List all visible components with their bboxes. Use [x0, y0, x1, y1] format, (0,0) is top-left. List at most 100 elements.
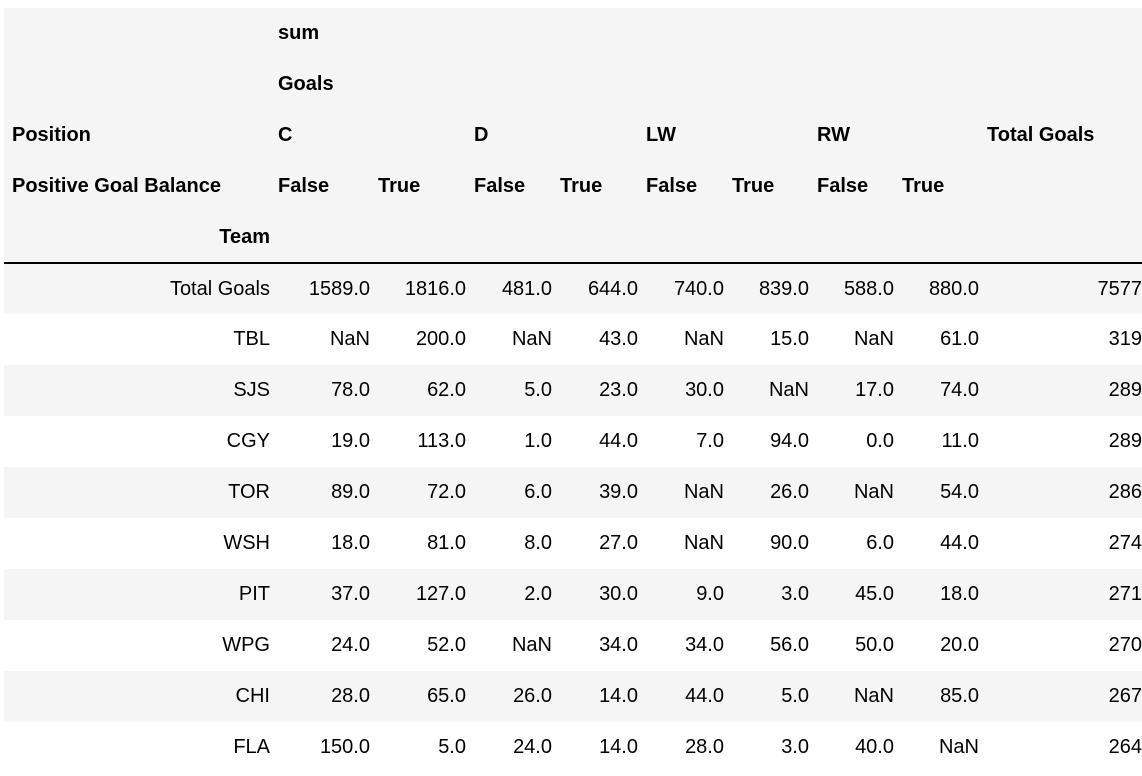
table-cell: 1589.0: [308, 277, 370, 300]
table-body: Total Goals 1589.0 1816.0 481.0 644.0 740.0 83…: [4, 263, 1142, 773]
table-cell-total: 319: [1108, 328, 1142, 350]
table-cell: NaN: [768, 379, 809, 401]
table-cell: 28.0: [685, 736, 724, 758]
table-cell: NaN: [683, 532, 724, 554]
table-cell: 6.0: [866, 532, 894, 554]
header-blank: [724, 212, 809, 264]
header-position-c: C: [278, 124, 293, 146]
header-blank: [979, 8, 1142, 59]
row-team-label: TOR: [228, 481, 270, 503]
table-cell: 17.0: [855, 379, 894, 401]
table-row: CHI 28.0 65.0 26.0 14.0 44.0 5.0 NaN 85.0 267: [4, 671, 1142, 722]
table-cell: 24.0: [513, 736, 552, 758]
table-cell: 6.0: [524, 481, 552, 503]
table-row: SJS 78.0 62.0 5.0 23.0 30.0 NaN 17.0 74.0 289: [4, 365, 1142, 416]
table-cell-total: 270: [1108, 634, 1142, 656]
header-blank: [894, 212, 979, 264]
table-cell: 54.0: [940, 481, 979, 503]
row-team-label: TBL: [233, 328, 270, 350]
header-balance-value: False: [278, 175, 330, 197]
table-cell: 11.0: [941, 430, 979, 452]
table-cell: 5.0: [438, 736, 466, 758]
table-cell: 65.0: [427, 685, 466, 707]
table-cell: 28.0: [331, 685, 370, 707]
header-blank: [552, 212, 638, 264]
header-row-level2: Goals: [4, 59, 1142, 110]
table-cell: 78.0: [331, 379, 370, 401]
table-cell: 90.0: [770, 532, 809, 554]
table-cell: NaN: [853, 481, 894, 503]
table-row: TBL NaN 200.0 NaN 43.0 NaN 15.0 NaN 61.0 319: [4, 314, 1142, 365]
table-cell: 23.0: [599, 379, 638, 401]
table-cell: 85.0: [940, 685, 979, 707]
table-cell: 3.0: [781, 736, 809, 758]
table-cell: 14.0: [599, 736, 638, 758]
table-cell: 5.0: [781, 685, 809, 707]
table-cell: 14.0: [599, 685, 638, 707]
table-cell-total: 289: [1108, 430, 1142, 452]
table-cell: NaN: [329, 328, 370, 350]
table-cell: 72.0: [427, 481, 466, 503]
header-balance-value: True: [902, 175, 945, 197]
table-cell: 8.0: [524, 532, 552, 554]
table-cell-total: 7577: [1097, 277, 1142, 300]
header-blank: [370, 212, 466, 264]
table-cell: 52.0: [427, 634, 466, 656]
table-row: TOR 89.0 72.0 6.0 39.0 NaN 26.0 NaN 54.0 286: [4, 467, 1142, 518]
table-cell: 19.0: [331, 430, 370, 452]
pivot-table: sum Goals Position C D LW RW Total Goals…: [4, 8, 1142, 773]
table-cell: 18.0: [331, 532, 370, 554]
header-position-lw: LW: [646, 124, 676, 146]
header-blank: [270, 212, 370, 264]
table-cell-total: 274: [1108, 532, 1142, 554]
table-cell: 150.0: [319, 736, 370, 758]
header-blank: [979, 59, 1142, 110]
header-position-rw: RW: [817, 124, 850, 146]
header-blank: [809, 212, 894, 264]
row-team-label: Total Goals: [169, 277, 270, 300]
table-cell: NaN: [683, 328, 724, 350]
table-cell: 481.0: [501, 277, 552, 300]
header-balance-value: False: [474, 175, 526, 197]
table-cell: 34.0: [599, 634, 638, 656]
header-row-team: Team: [4, 212, 1142, 264]
table-cell: 18.0: [940, 583, 979, 605]
table-cell: 50.0: [855, 634, 894, 656]
header-team-label: Team: [4, 212, 270, 264]
table-cell: 1816.0: [404, 277, 466, 300]
table-cell: 127.0: [415, 583, 466, 605]
table-cell: 45.0: [855, 583, 894, 605]
table-cell: 30.0: [685, 379, 724, 401]
header-balance-value: False: [817, 175, 869, 197]
row-team-label: PIT: [238, 583, 270, 605]
header-total-goals: Total Goals: [987, 124, 1095, 146]
row-team-label: CHI: [235, 685, 270, 707]
row-team-label: WPG: [222, 634, 270, 656]
table-cell-total: 271: [1108, 583, 1142, 605]
header-goals: Goals: [278, 73, 334, 95]
table-cell: 0.0: [866, 430, 894, 452]
table-cell: 30.0: [599, 583, 638, 605]
header-balance-value: False: [646, 175, 698, 197]
table-cell: NaN: [853, 685, 894, 707]
header-sum: sum: [278, 22, 320, 44]
table-cell: NaN: [511, 328, 552, 350]
header-blank: [979, 212, 1142, 264]
header-blank: [979, 161, 1142, 212]
header-position-d: D: [474, 124, 489, 146]
table-cell: 89.0: [331, 481, 370, 503]
table-header: sum Goals Position C D LW RW Total Goals…: [4, 8, 1142, 264]
table-cell: 24.0: [331, 634, 370, 656]
row-team-label: SJS: [233, 379, 270, 401]
table-cell: 113.0: [417, 430, 466, 452]
table-cell: 9.0: [696, 583, 724, 605]
table-cell: 44.0: [940, 532, 979, 554]
table-cell: 644.0: [587, 277, 638, 300]
table-cell: 588.0: [843, 277, 894, 300]
table-cell: 94.0: [770, 430, 809, 452]
table-row: WPG 24.0 52.0 NaN 34.0 34.0 56.0 50.0 20.0 270: [4, 620, 1142, 671]
header-position-label: Position: [12, 124, 91, 146]
table-cell: 740.0: [673, 277, 724, 300]
header-balance-value: True: [732, 175, 775, 197]
table-row: PIT 37.0 127.0 2.0 30.0 9.0 3.0 45.0 18.0 271: [4, 569, 1142, 620]
